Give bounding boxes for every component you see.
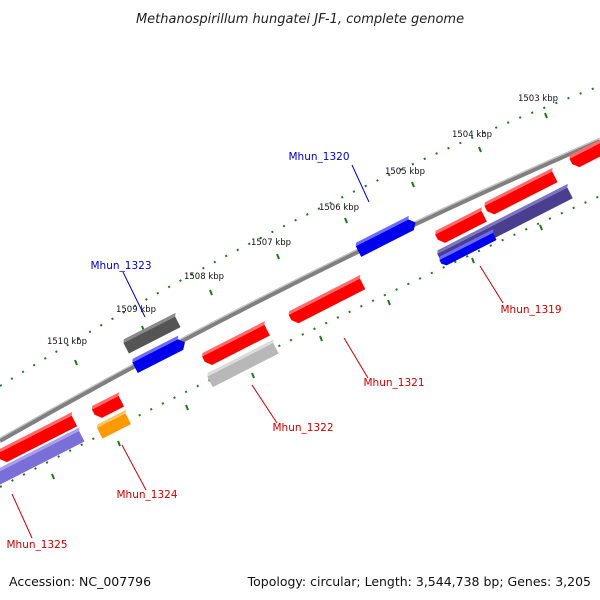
major-tick bbox=[544, 112, 548, 119]
gene-label-mhun-1321[interactable]: Mhun_1321 bbox=[364, 377, 425, 389]
topology-text: Topology: circular; Length: 3,544,738 bp… bbox=[247, 574, 591, 589]
gene-label-mhun-1320[interactable]: Mhun_1320 bbox=[289, 151, 350, 163]
major-tick bbox=[185, 404, 189, 411]
major-tick bbox=[319, 335, 323, 342]
tick-label: 1510 kbp bbox=[47, 337, 87, 347]
gene-feature-mhun-1317[interactable] bbox=[568, 136, 600, 169]
genome-backbone bbox=[0, 139, 600, 443]
leader-line-mhun-1320 bbox=[351, 164, 370, 203]
gene-feature-mhun-1322a[interactable] bbox=[201, 321, 272, 367]
tick-label: 1506 kbp bbox=[319, 203, 359, 213]
outer-tick-track bbox=[0, 85, 600, 387]
major-tick bbox=[51, 473, 55, 480]
gene-feature-mhun-1321[interactable] bbox=[287, 274, 367, 326]
major-tick bbox=[344, 217, 348, 224]
leader-line-mhun-1324 bbox=[121, 444, 147, 491]
major-tick bbox=[471, 257, 475, 264]
gene-feature-mhun-1322b[interactable] bbox=[206, 339, 281, 388]
gene-label-mhun-1322[interactable]: Mhun_1322 bbox=[273, 422, 334, 434]
leader-line-mhun-1325 bbox=[11, 493, 33, 539]
genome-backbone-highlight bbox=[0, 137, 600, 439]
tick-label: 1507 kbp bbox=[251, 238, 291, 248]
gene-feature-mhun-1319a[interactable] bbox=[434, 207, 489, 245]
gene-feature-mhun-1320[interactable] bbox=[354, 214, 418, 257]
tick-label: 1504 kbp bbox=[452, 130, 492, 140]
gene-feature-mhun-1324a[interactable] bbox=[91, 392, 126, 420]
gene-label-mhun-1324[interactable]: Mhun_1324 bbox=[117, 489, 178, 501]
major-tick bbox=[387, 299, 391, 306]
inner-tick-track bbox=[0, 195, 600, 488]
major-tick bbox=[251, 372, 255, 379]
gene-feature-mhun-1323[interactable] bbox=[122, 312, 182, 354]
leader-line-mhun-1323 bbox=[122, 271, 146, 318]
major-tick bbox=[117, 440, 121, 447]
leader-line-mhun-1319 bbox=[479, 265, 504, 304]
tick-label: 1503 kbp bbox=[518, 94, 558, 104]
gene-features bbox=[0, 136, 600, 486]
gene-feature-mhun-1325b[interactable] bbox=[0, 427, 86, 486]
gene-label-mhun-1325[interactable]: Mhun_1325 bbox=[7, 539, 68, 551]
major-tick bbox=[276, 253, 280, 260]
gene-label-mhun-1323[interactable]: Mhun_1323 bbox=[91, 260, 152, 272]
gene-label-mhun-1319[interactable]: Mhun_1319 bbox=[501, 304, 562, 316]
major-tick bbox=[539, 224, 543, 231]
leader-line-mhun-1321 bbox=[343, 337, 369, 379]
major-tick bbox=[209, 289, 213, 296]
tick-label: 1509 kbp bbox=[116, 305, 156, 315]
major-tick bbox=[478, 146, 482, 153]
gene-feature-mhun-1318[interactable] bbox=[483, 167, 559, 217]
gene-feature-mhun-1324b[interactable] bbox=[96, 409, 133, 439]
map-title: Methanospirillum hungatei JF-1, complete… bbox=[136, 12, 464, 27]
gene-feature-mhun-1325a[interactable] bbox=[0, 412, 79, 464]
leader-line-mhun-1322 bbox=[251, 384, 278, 424]
major-tick bbox=[74, 359, 78, 366]
gene-feature-mhun-1323b[interactable] bbox=[131, 334, 188, 374]
tick-label: 1505 kbp bbox=[385, 167, 425, 177]
major-ticks bbox=[51, 112, 548, 480]
accession-text: Accession: NC_007796 bbox=[9, 574, 151, 589]
major-tick bbox=[411, 181, 415, 188]
tick-label: 1508 kbp bbox=[184, 272, 224, 282]
leader-lines bbox=[11, 164, 504, 539]
gene-feature-mhun-1319c[interactable] bbox=[438, 229, 498, 267]
